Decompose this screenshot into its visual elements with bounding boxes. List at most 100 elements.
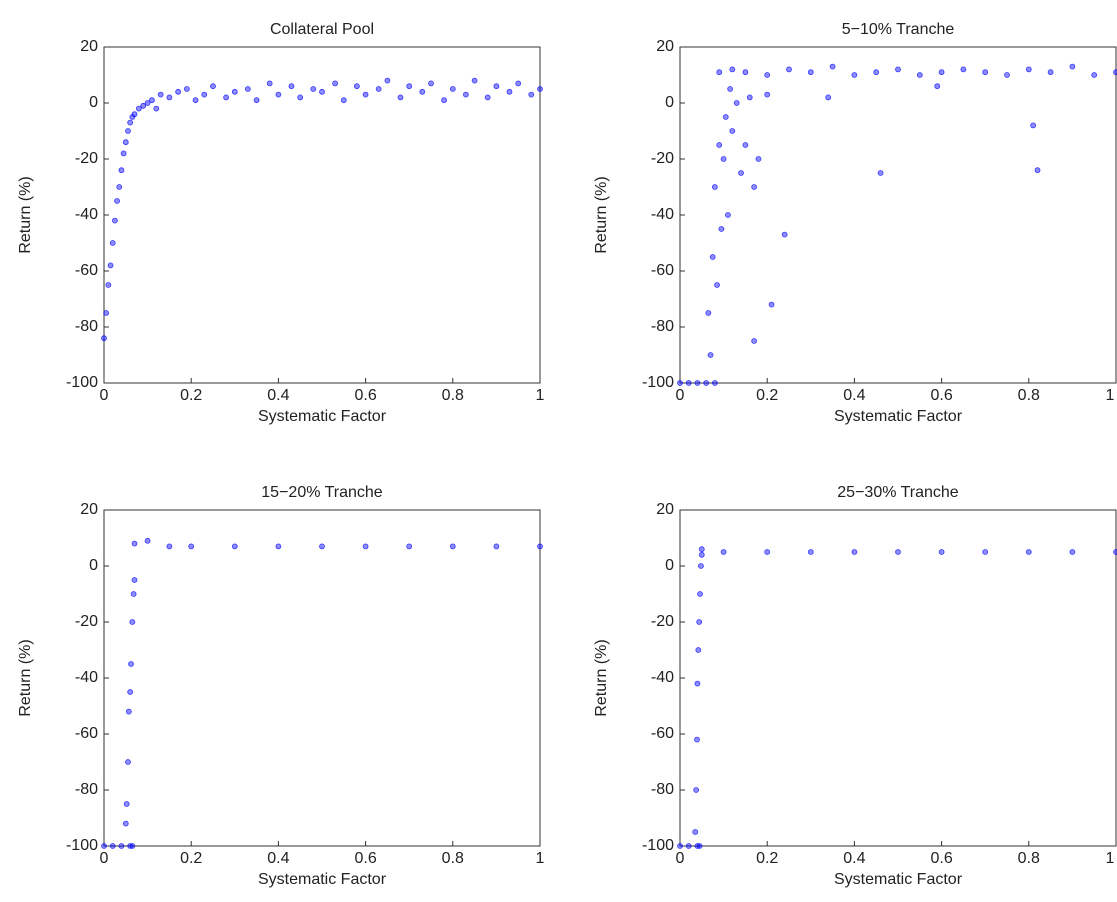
scatter-point [746,94,753,101]
scatter-point [462,91,469,98]
scatter-point [764,91,771,98]
scatter-point [714,282,720,288]
scatter-point [297,94,304,101]
x-axis-label: Systematic Factor [834,408,963,425]
x-tick-label: 0.2 [180,387,202,404]
y-tick-label: -80 [651,781,674,798]
scatter-point [319,88,325,95]
scatter-point [419,88,426,95]
x-axis-label: Systematic Factor [834,871,963,888]
scatter-point [493,83,500,90]
scatter-point [231,543,238,550]
scatter-point [938,549,945,555]
scatter-point [131,111,138,118]
x-tick-label: 1 [536,850,545,867]
x-tick-label: 0.6 [354,850,376,867]
scatter-point [703,380,710,386]
scatter-point [166,543,173,550]
plot-frame [103,509,541,847]
scatter-point [109,240,116,246]
scatter-point [125,759,131,765]
chart-title: Collateral Pool [270,21,374,38]
scatter-point [449,543,456,550]
scatter-point [353,83,360,90]
scatter-point [131,577,138,583]
scatter-point [851,549,858,555]
scatter-point [873,69,880,76]
x-tick-label: 0 [100,850,109,867]
scatter-point [733,100,740,106]
scatter-point [112,217,118,224]
y-tick-label: -60 [75,262,98,279]
scatter-point [310,86,317,92]
scatter-point [125,708,132,715]
scatter-point [1030,122,1037,129]
scatter-point [707,352,714,358]
scatter-point [934,83,941,90]
scatter-point [807,69,814,76]
scatter-point [694,736,700,743]
scatter-point [406,543,413,550]
plot-frame [679,46,1117,384]
scatter-point [1034,167,1041,174]
scatter-point [705,310,712,316]
x-tick-label: 1 [536,387,545,404]
scatter-point [223,94,229,101]
scatter-point [484,94,491,101]
scatter-point [105,282,112,288]
x-tick-label: 1 [1106,850,1115,867]
scatter-point [764,549,771,555]
y-tick-label: -100 [66,837,98,854]
scatter-point [1004,72,1010,78]
scatter-point [1047,69,1054,76]
scatter-point [1069,549,1076,555]
y-tick-label: -80 [75,781,98,798]
chart-title: 15−20% Tranche [261,484,383,501]
x-tick-label: 0 [100,387,109,404]
x-tick-label: 0.4 [267,850,289,867]
scatter-point [471,77,478,84]
scatter-point [960,66,967,73]
scatter-point [192,97,199,104]
scatter-point [149,97,155,104]
scatter-point [131,540,138,547]
scatter-point [768,301,775,308]
scatter-point [751,338,758,344]
scatter-point [166,94,173,101]
scatter-point [692,829,699,835]
scatter-point [537,543,543,550]
scatter-point [1069,63,1076,70]
scatter-point [698,563,704,569]
scatter-point [140,102,147,109]
x-tick-label: 0.6 [930,850,952,867]
scatter-point [118,843,125,849]
x-tick-label: 0 [676,387,685,404]
scatter-point [101,843,107,849]
scatter-point [384,77,391,84]
scatter-point [188,543,195,550]
x-tick-label: 0.4 [843,387,865,404]
scatter-point [1025,549,1032,555]
y-tick-label: -20 [75,613,98,630]
scatter-point [428,80,434,87]
scatter-point [696,619,703,625]
y-axis-label: Return (%) [593,639,610,716]
scatter-point [1025,66,1032,73]
x-tick-label: 1 [1106,387,1115,404]
x-tick-label: 0.8 [1018,387,1040,404]
scatter-point [1113,549,1117,555]
scatter-point [101,335,107,342]
scatter-point [116,184,123,190]
y-axis-label: Return (%) [17,639,34,716]
x-tick-label: 0.8 [442,387,464,404]
scatter-point [694,680,701,687]
scatter-point [506,88,513,95]
scatter-point [362,543,369,550]
scatter-point [244,86,251,92]
scatter-point [729,66,736,73]
y-axis-label: Return (%) [593,176,610,253]
scatter-point [332,80,338,87]
scatter-point [895,549,901,555]
scatter-point [275,91,282,98]
